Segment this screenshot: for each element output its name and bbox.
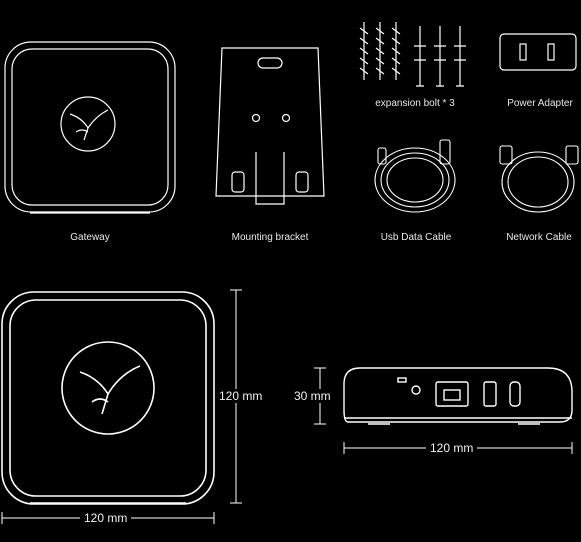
gateway-illustration [4, 41, 176, 214]
gateway-side-view [343, 367, 573, 425]
mounting-bracket-label: Mounting bracket [231, 232, 309, 243]
gateway-front-view [1, 291, 215, 505]
power-adapter-label: Power Adapter [507, 98, 573, 109]
power-adapter-illustration [499, 33, 577, 71]
front-height-label: 120 mm [218, 389, 264, 403]
front-width-label: 120 mm [80, 511, 132, 525]
mounting-bracket-illustration [215, 47, 325, 205]
usb-cable-illustration [374, 139, 456, 213]
expansion-bolt-label: expansion bolt * 3 [375, 98, 455, 109]
gateway-label: Gateway [70, 232, 110, 243]
expansion-bolt-illustration [359, 22, 466, 87]
side-width-label: 120 mm [426, 441, 478, 455]
network-cable-illustration [499, 145, 579, 213]
usb-cable-label: Usb Data Cable [380, 232, 452, 243]
side-height-label: 30 mm [293, 389, 332, 403]
network-cable-label: Network Cable [506, 232, 572, 243]
